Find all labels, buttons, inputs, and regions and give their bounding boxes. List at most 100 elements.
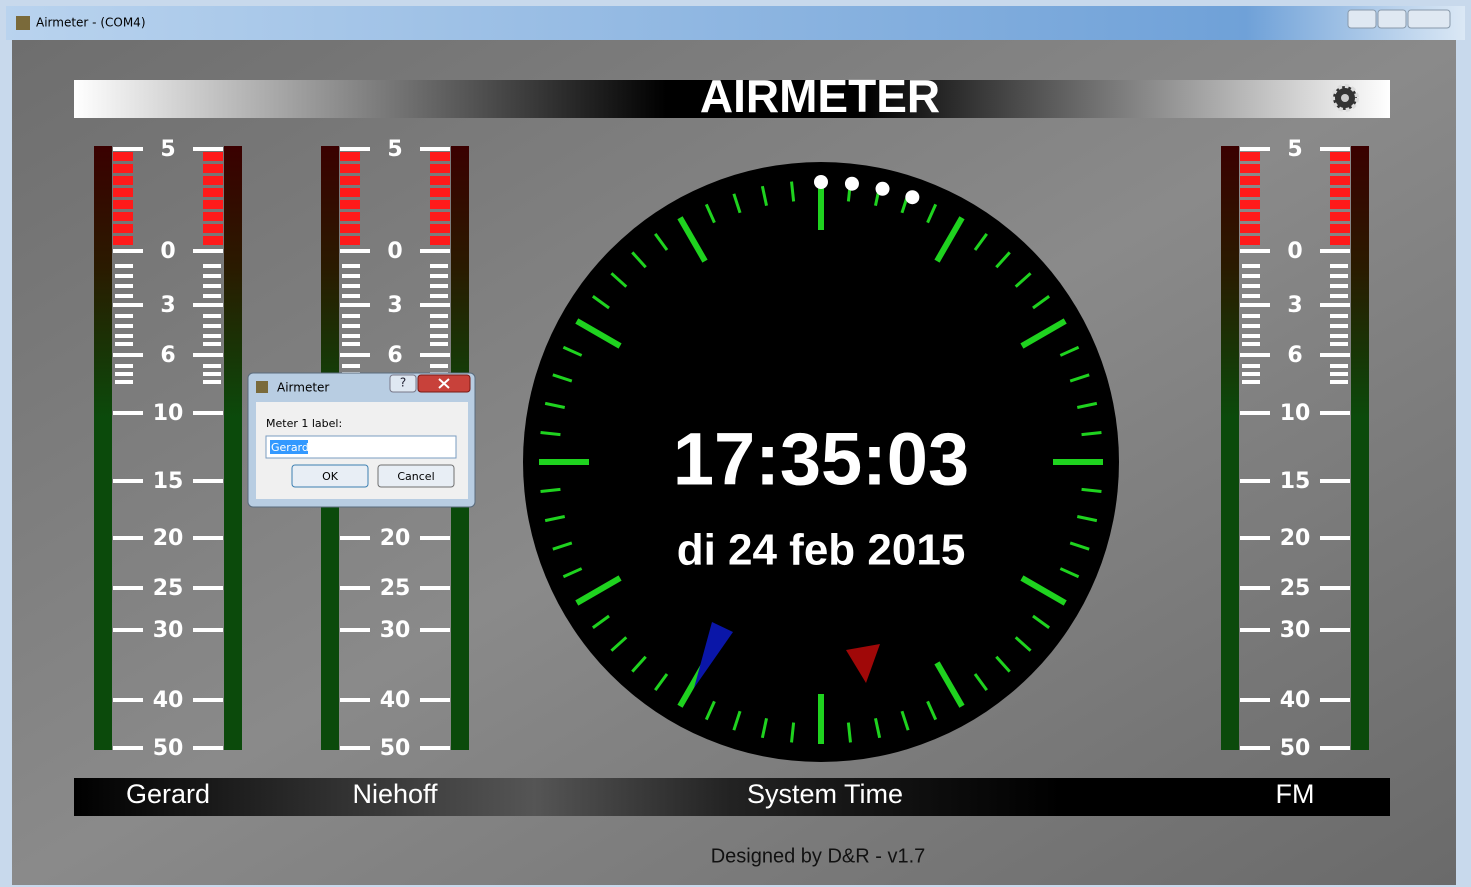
- minor-tick: [430, 314, 448, 318]
- peak-segment: [430, 188, 450, 197]
- major-tick: [193, 479, 223, 483]
- minor-tick: [1242, 372, 1260, 376]
- minor-tick: [1330, 334, 1348, 338]
- peak-segment: [430, 236, 450, 245]
- minor-tick: [203, 372, 221, 376]
- minor-tick: [203, 324, 221, 328]
- scale-label: 30: [380, 618, 411, 643]
- clock-time: 17:35:03: [673, 418, 969, 501]
- maximize-button[interactable]: [1378, 10, 1406, 28]
- minute-tick: [541, 489, 561, 491]
- minor-tick: [430, 324, 448, 328]
- peak-segment: [1330, 188, 1350, 197]
- major-tick: [1320, 249, 1350, 253]
- major-tick: [113, 746, 143, 750]
- major-tick: [113, 303, 143, 307]
- peak-segment: [340, 236, 360, 245]
- major-tick: [1320, 586, 1350, 590]
- peak-segment: [1330, 176, 1350, 185]
- scale-label: 0: [1287, 239, 1302, 264]
- minor-tick: [430, 294, 448, 298]
- peak-segment: [1330, 164, 1350, 173]
- peak-segment: [113, 188, 133, 197]
- meter-label: Niehoff: [352, 779, 438, 809]
- scale-label: 6: [387, 343, 402, 368]
- minimize-button[interactable]: [1348, 10, 1376, 28]
- major-tick: [1320, 698, 1350, 702]
- peak-segment: [113, 164, 133, 173]
- scale-label: 20: [1280, 526, 1311, 551]
- dialog-title: Airmeter: [277, 381, 329, 395]
- minor-tick: [1242, 294, 1260, 298]
- ok-button-text: OK: [322, 470, 339, 483]
- major-tick: [1320, 353, 1350, 357]
- major-tick: [420, 536, 450, 540]
- major-tick: [420, 698, 450, 702]
- minor-tick: [203, 264, 221, 268]
- help-button-text: ?: [400, 376, 406, 390]
- minor-tick: [1242, 264, 1260, 268]
- major-tick: [193, 353, 223, 357]
- minor-tick: [342, 284, 360, 288]
- minor-tick: [203, 314, 221, 318]
- minor-tick: [1330, 372, 1348, 376]
- major-tick: [193, 698, 223, 702]
- major-tick: [1240, 353, 1270, 357]
- scale-label: 15: [153, 469, 184, 494]
- major-tick: [1320, 628, 1350, 632]
- major-tick: [420, 303, 450, 307]
- major-tick: [340, 586, 370, 590]
- minute-tick: [1082, 489, 1102, 491]
- minor-tick: [1242, 364, 1260, 368]
- minor-tick: [1330, 284, 1348, 288]
- major-tick: [113, 479, 143, 483]
- peak-segment: [1240, 152, 1260, 161]
- peak-segment: [340, 176, 360, 185]
- major-tick: [1240, 147, 1270, 151]
- minor-tick: [342, 334, 360, 338]
- minor-tick: [1330, 324, 1348, 328]
- major-tick: [1240, 303, 1270, 307]
- minor-tick: [203, 364, 221, 368]
- minor-tick: [203, 284, 221, 288]
- minor-tick: [430, 364, 448, 368]
- major-tick: [193, 303, 223, 307]
- close-button[interactable]: [1408, 10, 1450, 28]
- major-tick: [1240, 698, 1270, 702]
- scale-label: 5: [160, 137, 175, 162]
- scale-label: 15: [1280, 469, 1311, 494]
- major-tick: [113, 411, 143, 415]
- major-tick: [1240, 411, 1270, 415]
- peak-segment: [203, 200, 223, 209]
- scale-label: 25: [153, 576, 184, 601]
- peak-segment: [1330, 152, 1350, 161]
- scale-label: 5: [1287, 137, 1302, 162]
- scale-label: 5: [387, 137, 402, 162]
- major-tick: [113, 353, 143, 357]
- minor-tick: [115, 380, 133, 384]
- minor-tick: [1242, 274, 1260, 278]
- major-tick: [420, 628, 450, 632]
- minor-tick: [115, 314, 133, 318]
- cancel-button-text: Cancel: [397, 470, 434, 483]
- minor-tick: [115, 284, 133, 288]
- peak-segment: [430, 152, 450, 161]
- minor-tick: [1242, 284, 1260, 288]
- minute-tick: [792, 723, 794, 743]
- peak-segment: [203, 152, 223, 161]
- input-text: Gerard: [271, 441, 309, 454]
- major-tick: [340, 147, 370, 151]
- peak-segment: [1240, 200, 1260, 209]
- app-window: Airmeter - (COM4) AIRMETER 5036101520253…: [0, 0, 1471, 887]
- peak-segment: [340, 188, 360, 197]
- minor-tick: [115, 274, 133, 278]
- minor-tick: [203, 274, 221, 278]
- minor-tick: [342, 274, 360, 278]
- meter-bar-left: [94, 146, 112, 750]
- minor-tick: [1242, 324, 1260, 328]
- major-tick: [340, 746, 370, 750]
- meter-label: FM: [1276, 779, 1315, 809]
- minor-tick: [1242, 342, 1260, 346]
- minor-tick: [1242, 380, 1260, 384]
- settings-gear[interactable]: [1333, 86, 1357, 110]
